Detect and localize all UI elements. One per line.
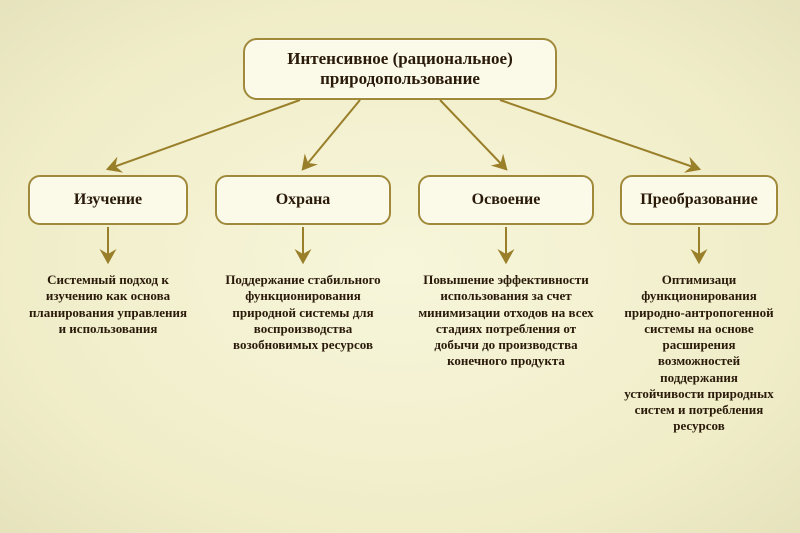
category-label-3: Преобразование: [640, 191, 757, 209]
category-label-2: Освоение: [472, 191, 541, 209]
category-label-0: Изучение: [74, 191, 142, 209]
category-box-3: Преобразование: [620, 175, 778, 225]
category-label-1: Охрана: [276, 191, 331, 209]
category-desc-3: Оптимизаци функционирования природно-ант…: [620, 272, 778, 435]
root-node: Интенсивное (рациональное) природопользо…: [243, 38, 557, 100]
root-title-line2: природопользование: [320, 69, 480, 88]
category-box-0: Изучение: [28, 175, 188, 225]
category-box-2: Освоение: [418, 175, 594, 225]
category-box-1: Охрана: [215, 175, 391, 225]
root-title-line1: Интенсивное (рациональное): [287, 49, 513, 68]
category-desc-1: Поддержание стабильного функционирования…: [215, 272, 391, 353]
root-title: Интенсивное (рациональное) природопользо…: [287, 49, 513, 90]
category-desc-0: Системный подход к изучению как основа п…: [28, 272, 188, 337]
category-desc-2: Повышение эффективности использования за…: [418, 272, 594, 370]
